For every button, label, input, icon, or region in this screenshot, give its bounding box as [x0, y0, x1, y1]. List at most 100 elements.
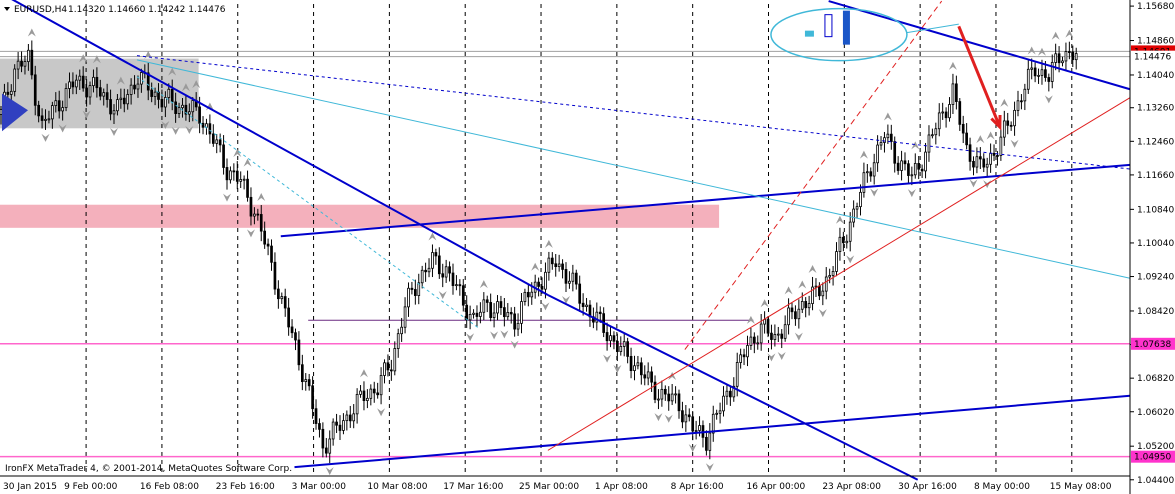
- candle-body: [331, 421, 335, 440]
- candle-body: [663, 388, 667, 395]
- dropdown-icon[interactable]: [4, 7, 10, 11]
- candle-body: [698, 425, 701, 431]
- blue-dotted-trendline[interactable]: [136, 55, 1131, 170]
- candle-body: [455, 284, 458, 287]
- x-tick-label: 30 Jan 2015: [3, 482, 57, 492]
- candle-body: [975, 156, 979, 168]
- candle-body: [355, 393, 359, 415]
- candle-body: [759, 323, 763, 344]
- candle-body: [783, 324, 787, 339]
- red-solid-trendline[interactable]: [547, 97, 1131, 451]
- candle-body: [581, 302, 585, 307]
- fractal-down-icon: [246, 229, 255, 238]
- candle-body: [639, 362, 643, 376]
- candle-body: [746, 345, 749, 358]
- blue-downtrend-mid[interactable]: [547, 294, 919, 481]
- candle-body: [694, 430, 698, 432]
- candle-body: [246, 178, 249, 198]
- candle-body: [211, 133, 215, 144]
- candle-body: [184, 104, 188, 115]
- candle-body: [318, 423, 321, 430]
- cyan-trendline[interactable]: [136, 59, 1131, 279]
- fractal-down-icon: [82, 110, 91, 119]
- candle-body: [711, 413, 715, 434]
- candle-body: [1040, 69, 1044, 76]
- candle-body: [564, 269, 568, 284]
- y-tick-label: 1.10840: [1137, 205, 1174, 215]
- fractal-up-icon: [428, 232, 437, 241]
- candle-body: [1037, 74, 1040, 77]
- candle-body: [242, 178, 246, 181]
- fractal-down-icon: [846, 255, 855, 264]
- candle-body: [30, 49, 34, 76]
- candle-body: [383, 362, 386, 376]
- candle-body: [427, 267, 431, 273]
- candle-body: [431, 252, 434, 269]
- candle-body: [578, 283, 582, 304]
- candle-body: [1026, 68, 1030, 90]
- candle-body: [811, 286, 814, 304]
- price-label: 1.07638: [1134, 340, 1171, 350]
- candle-body: [54, 100, 58, 106]
- blue-upper-channel[interactable]: [828, 0, 1131, 91]
- candle-body: [1002, 120, 1006, 138]
- candle-body: [814, 285, 818, 288]
- candle-body: [98, 87, 102, 97]
- blue-mid-trendline[interactable]: [280, 163, 1131, 238]
- fractal-up-icon: [784, 286, 793, 295]
- fractal-down-icon: [688, 444, 697, 453]
- candle-body: [174, 101, 177, 114]
- candle-body: [393, 348, 397, 372]
- candle-body: [160, 98, 164, 108]
- candle-body: [749, 336, 753, 346]
- candle-body: [417, 282, 421, 296]
- x-tick-label: 16 Apr 00:00: [746, 482, 805, 492]
- candle-body: [739, 354, 742, 363]
- cyan-dotted-trendline[interactable]: [136, 76, 480, 330]
- fractal-down-icon: [1044, 95, 1053, 104]
- blue-downtrend-top[interactable]: [0, 0, 549, 296]
- price-label-box: [1131, 337, 1175, 350]
- candle-body: [571, 272, 575, 282]
- candle-body: [235, 170, 239, 182]
- trendlines-layer[interactable]: [0, 0, 1131, 481]
- candle-body: [187, 111, 191, 115]
- candle-body: [568, 280, 571, 284]
- candle-body: [622, 341, 626, 347]
- candle-body: [513, 313, 516, 330]
- candle-body: [191, 100, 195, 113]
- y-tick-label: 1.12460: [1137, 137, 1174, 147]
- candle-body: [146, 72, 150, 91]
- candle-body: [718, 410, 722, 414]
- candle-body: [780, 333, 784, 339]
- candle-body: [253, 213, 256, 217]
- fractal-up-icon: [746, 315, 755, 324]
- candle-body: [989, 152, 992, 165]
- candle-body: [934, 128, 938, 136]
- candle-body: [297, 339, 301, 366]
- fractal-up-icon: [233, 149, 242, 158]
- candle-body: [537, 281, 540, 287]
- candle-body: [609, 335, 612, 342]
- blue-lower-trendline[interactable]: [294, 394, 1131, 469]
- candle-body: [1030, 67, 1034, 70]
- red-dashed-trendline[interactable]: [684, 0, 943, 350]
- fractal-down-icon: [510, 340, 519, 349]
- candle-body: [643, 374, 647, 379]
- candle-body: [451, 272, 455, 286]
- candle-body: [0, 109, 3, 115]
- candle-body: [1009, 124, 1013, 127]
- candle-body: [232, 170, 236, 173]
- fractal-up-icon: [479, 280, 488, 289]
- candle-body: [57, 100, 61, 112]
- candle-body: [379, 375, 383, 396]
- x-tick-label: 1 Apr 08:00: [595, 482, 648, 492]
- candle-body: [338, 424, 342, 431]
- candle-body: [927, 134, 931, 153]
- candle-body: [526, 291, 530, 298]
- candle-body: [845, 240, 849, 244]
- candle-body: [646, 371, 650, 379]
- fractal-down-icon: [603, 354, 612, 363]
- candle-body: [229, 170, 232, 181]
